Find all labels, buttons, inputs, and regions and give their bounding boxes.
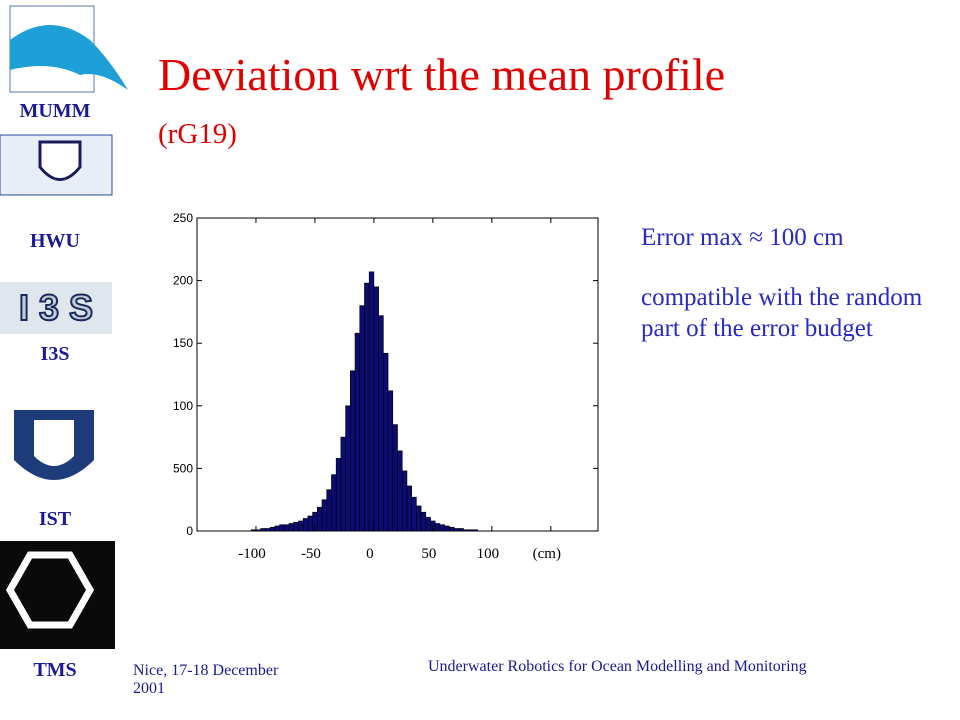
histogram-bar [392, 424, 398, 532]
x-tick-label: (cm) [533, 546, 561, 562]
footer-left: Nice, 17-18 December 2001 [133, 662, 279, 697]
histogram-bar [307, 515, 313, 532]
histogram-bar [463, 529, 469, 532]
footer-right: Underwater Robotics for Ocean Modelling … [428, 658, 807, 675]
histogram-bar [279, 524, 285, 532]
sidebar-label: I3S [40, 343, 70, 365]
histogram-bar [331, 474, 337, 532]
histogram-bar [298, 520, 304, 532]
sidebar-label: HWU [30, 230, 80, 252]
histogram-bar [283, 524, 290, 532]
histogram-bar [350, 370, 356, 532]
i3s-logo [0, 282, 112, 334]
y-tick-label: 0 [186, 524, 193, 538]
histogram-bar [434, 523, 441, 532]
histogram-bar [444, 525, 450, 532]
histogram-bar [326, 489, 332, 532]
histogram-bar [335, 458, 342, 532]
histogram-bar [269, 526, 276, 532]
y-tick-label: 500 [173, 461, 193, 475]
y-tick-label: 200 [173, 274, 193, 288]
histogram-bar [321, 499, 328, 532]
note: compatible with the random part of the e… [641, 284, 923, 342]
x-tick-label: 100 [477, 546, 500, 562]
histogram-bar [439, 524, 445, 532]
x-tick-label: 0 [366, 546, 374, 562]
histogram-bar [449, 526, 455, 532]
histogram-bar [260, 528, 266, 532]
tms-hexagon [5, 551, 95, 629]
histogram-bar [345, 405, 351, 532]
histogram-bar [387, 390, 394, 532]
histogram-bar [368, 271, 375, 532]
ist-logo-inner [34, 420, 74, 466]
slide-title: Deviation wrt the mean profile [158, 49, 726, 100]
histogram-bar [420, 511, 427, 532]
tms-logo [0, 541, 115, 649]
sidebar-label: MUMM [19, 100, 91, 122]
y-tick-label: 100 [173, 399, 193, 413]
histogram-bar [383, 352, 389, 532]
y-tick-label: 250 [173, 211, 193, 225]
hwu-shield [38, 140, 82, 181]
histogram-bar [416, 505, 422, 532]
histogram-bar [458, 528, 464, 532]
histogram-bar [293, 521, 299, 532]
histogram-bar [411, 496, 417, 532]
sidebar-label: TMS [33, 659, 77, 681]
histogram-bar [340, 436, 346, 532]
mumm-wave [10, 25, 128, 90]
i3s-logo-mark: I 3 S [19, 287, 93, 328]
histogram-bar [378, 315, 384, 532]
histogram-bar [425, 516, 431, 532]
y-tick-label: 150 [173, 336, 193, 350]
histogram-bar [288, 523, 295, 532]
histogram-bar [453, 528, 460, 532]
histogram-bar [401, 470, 408, 532]
histogram-bar [316, 506, 323, 532]
histogram-bar [265, 528, 271, 532]
histogram-bar [302, 518, 309, 532]
histogram-bar [467, 529, 474, 532]
histogram-bar [472, 529, 479, 532]
slide-subtitle: (rG19) [158, 118, 237, 150]
x-tick-label: -50 [301, 546, 321, 562]
note: Error max ≈ 100 cm [641, 224, 844, 251]
histogram-bar [359, 305, 365, 532]
histogram-bar [364, 282, 370, 532]
x-tick-label: -100 [238, 546, 266, 562]
histogram-bar [354, 332, 361, 532]
histogram-bar [274, 525, 280, 532]
histogram-bar [373, 286, 379, 532]
histogram-bar [250, 529, 257, 532]
histogram-bar [397, 450, 403, 532]
x-tick-label: 50 [421, 546, 436, 562]
sidebar-label: IST [38, 508, 72, 530]
histogram-bar [406, 485, 412, 532]
histogram-bar [255, 529, 261, 532]
